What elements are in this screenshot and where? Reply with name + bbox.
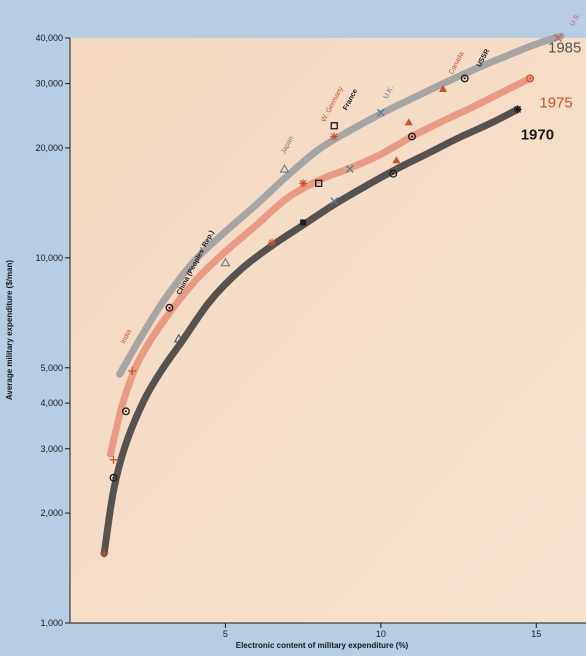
y-tick-label: 3,000	[40, 444, 63, 454]
data-point-1970	[173, 333, 184, 343]
data-point-1970	[513, 105, 522, 114]
data-point-1985	[330, 122, 338, 130]
point-dot	[392, 172, 395, 175]
x-tick-label: 10	[376, 629, 386, 639]
series-label-1975: 1975	[539, 95, 572, 112]
data-point-1975	[315, 179, 323, 187]
x-tick-label: 15	[531, 629, 541, 639]
data-point-1975	[404, 118, 413, 126]
data-point-1975	[392, 156, 401, 164]
x-tick-label: 5	[223, 629, 228, 639]
data-point-1975	[526, 74, 534, 83]
y-ticks: 1,000 2,000 3,000 4,000 5,000 10,000 20,000 30,…	[35, 33, 70, 628]
data-point-1970	[330, 197, 339, 206]
data-point-1985	[376, 108, 385, 117]
series-points	[100, 34, 562, 558]
data-point-1970	[109, 473, 118, 482]
data-point-1975	[128, 366, 137, 375]
x-ticks: 5 10 15	[223, 623, 541, 639]
series-label-1985: 1985	[548, 40, 581, 57]
y-tick-label: 5,000	[40, 363, 63, 373]
data-point-1975	[299, 179, 308, 188]
y-tick-label: 20,000	[35, 143, 63, 153]
y-tick-label: 4,000	[40, 398, 63, 408]
y-tick-label: 1,000	[40, 618, 63, 628]
point-dot	[463, 77, 466, 80]
point-dot	[168, 306, 171, 309]
data-point-1975	[330, 132, 339, 141]
point-dot	[112, 476, 115, 479]
point-dot	[529, 77, 532, 80]
point-ring	[460, 74, 469, 83]
series-label-1970: 1970	[521, 126, 554, 143]
point-ring	[165, 303, 174, 312]
data-point-1970	[389, 169, 398, 178]
point-ring	[122, 407, 130, 416]
data-point-1975	[407, 132, 416, 141]
point-dot	[124, 410, 127, 413]
data-point-1985	[165, 303, 174, 312]
y-tick-label: 30,000	[35, 79, 63, 89]
data-point-1970	[268, 238, 277, 247]
data-point-1970	[220, 257, 231, 267]
x-axis-title: Electronic content of military expenditu…	[236, 641, 409, 650]
point-ring	[407, 132, 416, 141]
data-point-1975	[109, 455, 118, 464]
data-point-1975	[122, 407, 130, 416]
y-tick-label: 10,000	[35, 253, 63, 263]
series-1975-line	[106, 74, 534, 458]
y-tick-label: 40,000	[35, 33, 63, 43]
country-label: U.S.	[569, 12, 582, 27]
y-tick-label: 2,000	[40, 508, 63, 518]
data-point-1975	[345, 165, 354, 174]
point-ring	[109, 473, 118, 482]
data-point-1970	[100, 549, 109, 558]
y-axis-title: Average military expenditure ($/man)	[5, 260, 14, 401]
data-point-1985	[279, 163, 290, 173]
point-dot	[410, 135, 413, 138]
data-point-1985	[439, 84, 448, 92]
data-point-1985	[460, 74, 469, 83]
point-ring	[526, 74, 534, 83]
series-labels: 1985 1975 1970	[521, 40, 582, 144]
data-point-1970	[300, 219, 307, 226]
data-point-1985	[554, 34, 562, 42]
axes	[69, 38, 586, 624]
point-ring	[389, 169, 398, 178]
